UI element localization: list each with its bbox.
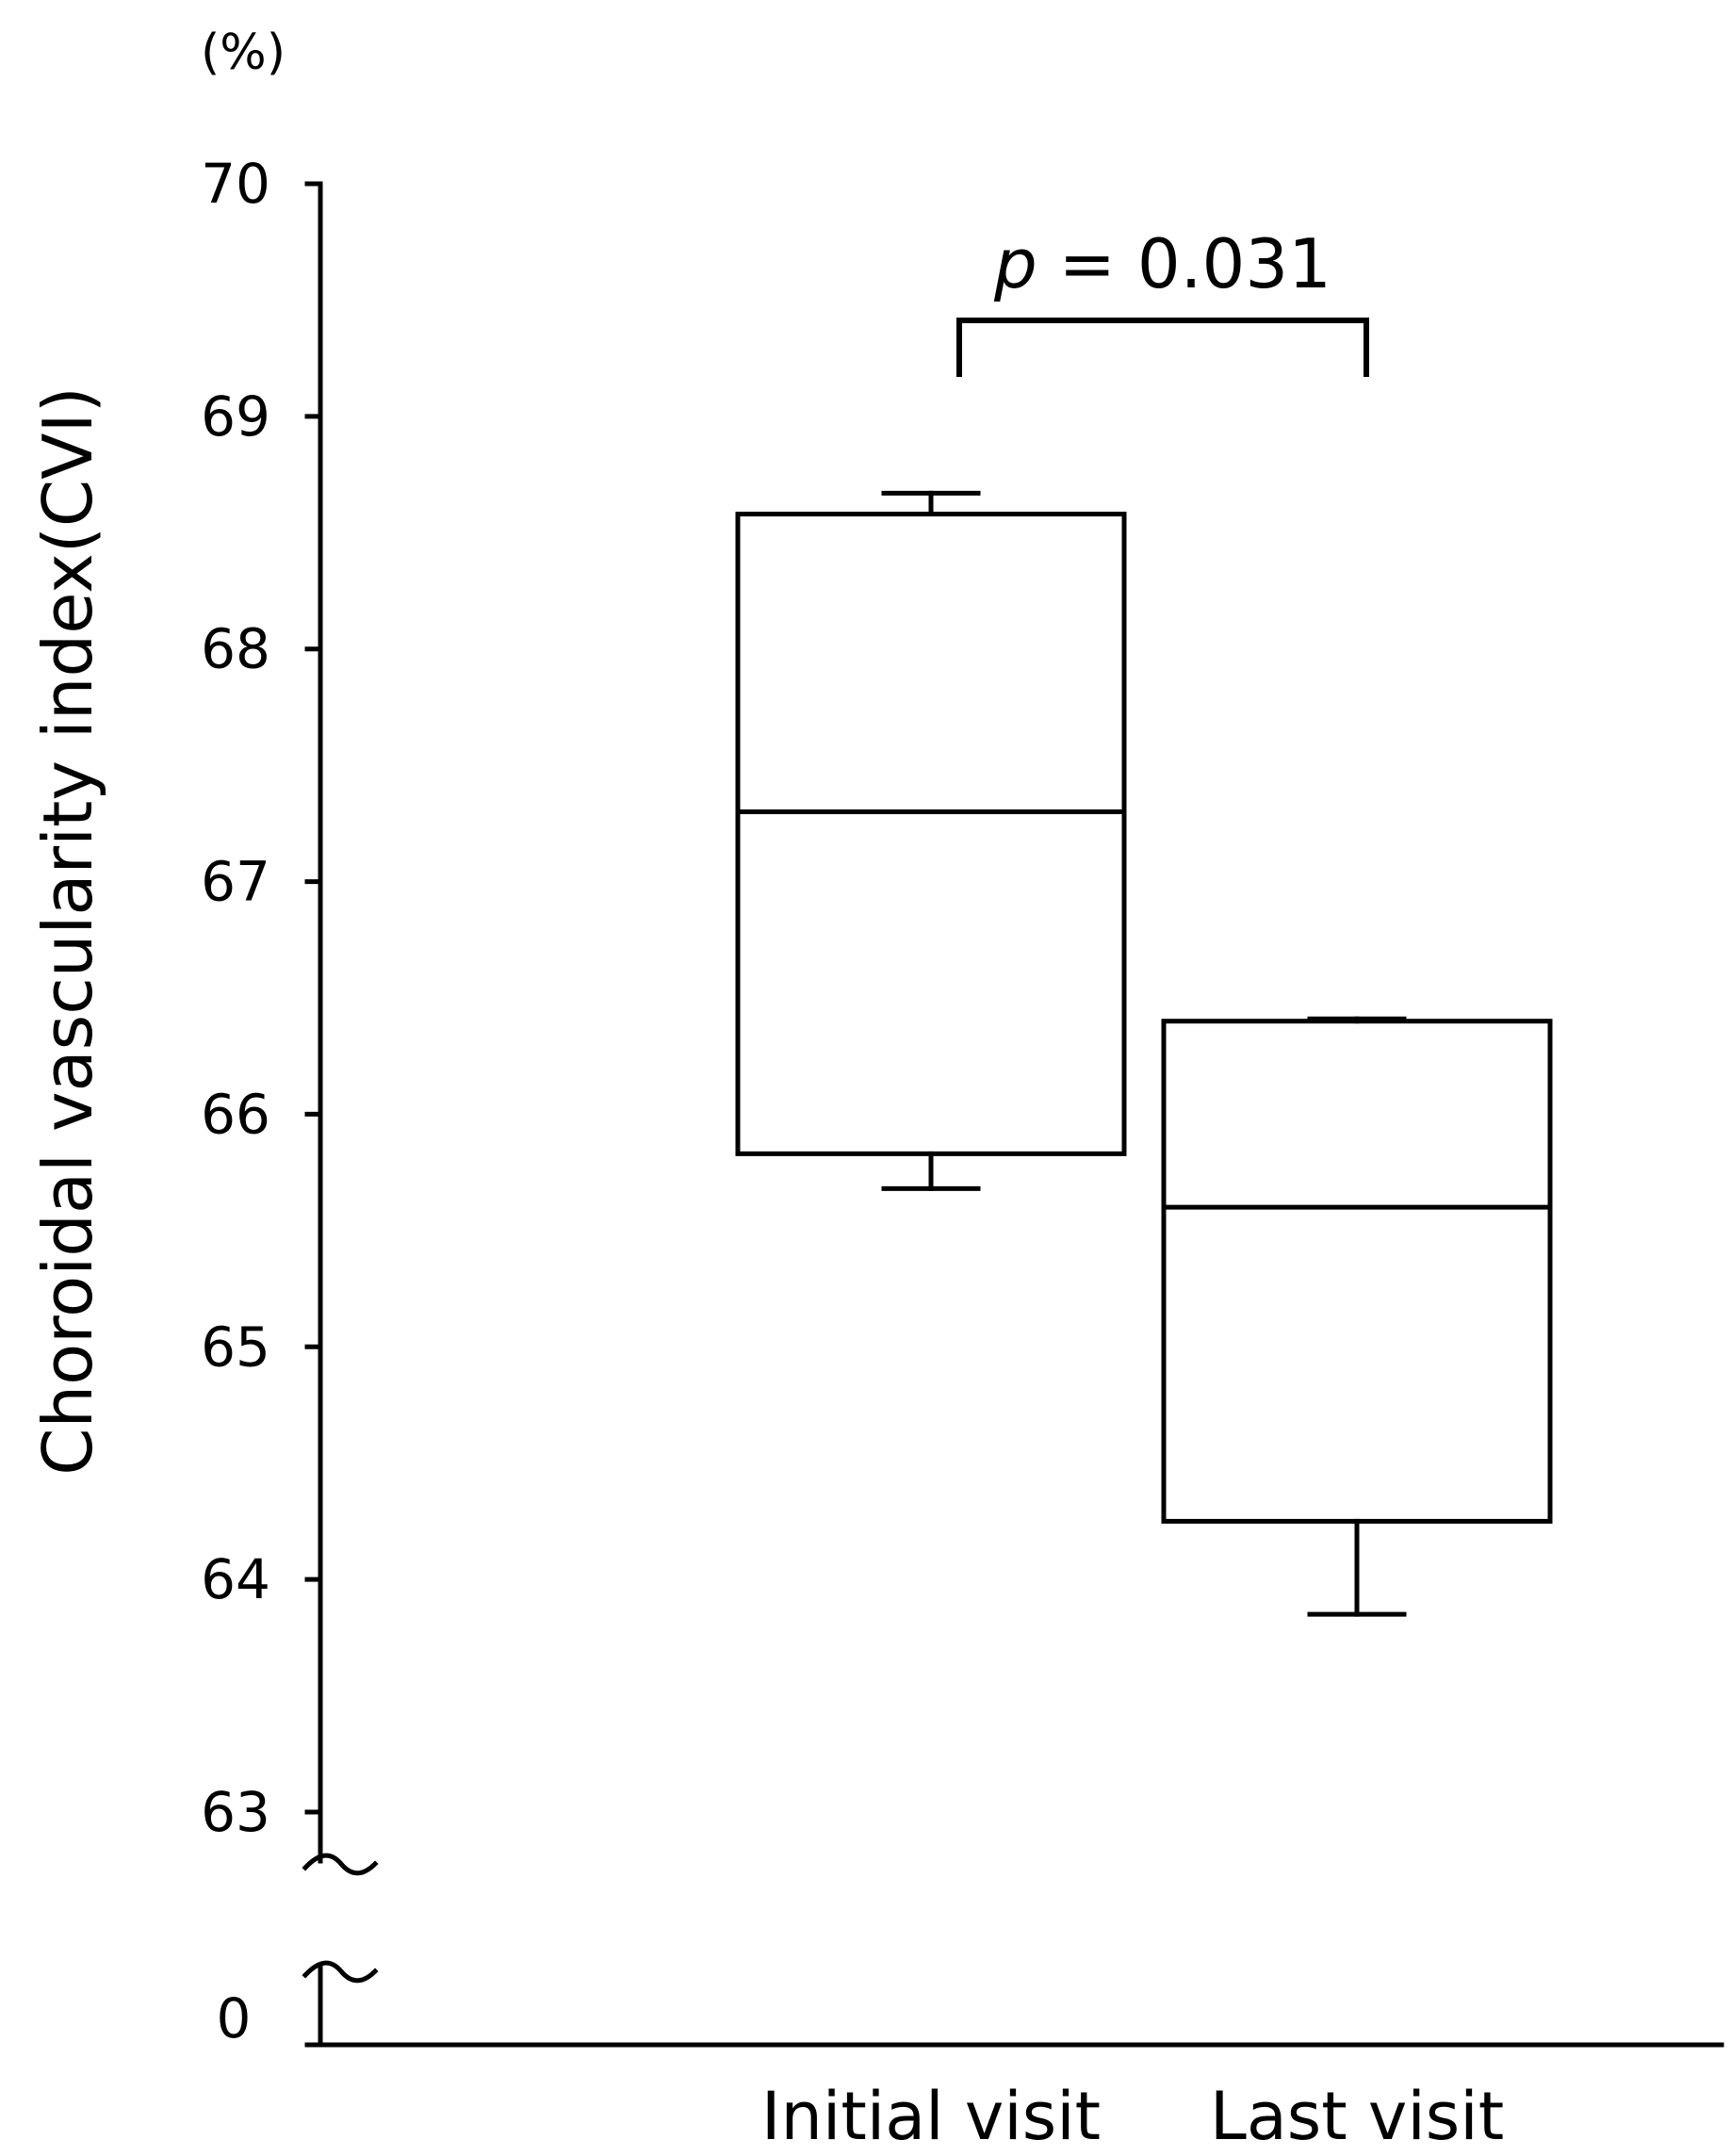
- y-tick-label: 66: [201, 1082, 270, 1146]
- y-ticks: 70 69 68 67 66 65 64 63: [201, 152, 323, 1844]
- y-tick-label: 69: [201, 384, 270, 449]
- y-axis-break-top: [302, 1853, 379, 1876]
- unit-label: (%): [201, 24, 286, 81]
- y-axis-label: Choroidal vascularity index(CVI): [28, 386, 107, 1476]
- y-axis-break-bottom: [302, 1960, 379, 1984]
- box-iqr: [735, 512, 1127, 1156]
- y-tick-label: 70: [201, 152, 270, 216]
- y-tick-label: 63: [201, 1780, 270, 1844]
- y-tick-label: 64: [201, 1547, 270, 1611]
- y-tick-label: 67: [201, 850, 270, 914]
- significance-annotation: p = 0.031: [956, 224, 1369, 377]
- x-category-label: Last visit: [1210, 2078, 1504, 2155]
- significance-bracket: [956, 318, 1369, 377]
- p-value-label: p = 0.031: [993, 224, 1331, 303]
- axes: [302, 181, 1724, 2048]
- y-tick-label: 68: [201, 617, 270, 681]
- y-tick-label-zero: 0: [217, 1986, 252, 2050]
- box-iqr: [1161, 1019, 1553, 1524]
- boxes: Initial visit Last visit: [735, 490, 1553, 2155]
- x-category-label: Initial visit: [761, 2078, 1101, 2155]
- y-tick-label: 65: [201, 1315, 270, 1379]
